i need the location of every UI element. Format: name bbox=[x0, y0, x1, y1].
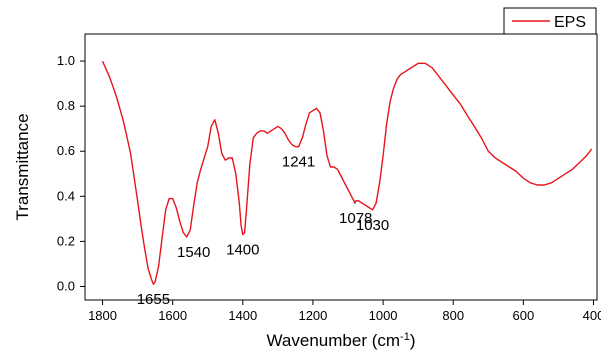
x-tick-label-600: 600 bbox=[513, 308, 535, 323]
y-axis-ticks: 0.0 0.2 0.4 0.6 0.8 1.0 bbox=[57, 53, 85, 293]
y-tick-label-3: 0.6 bbox=[57, 143, 75, 158]
peak-label-1078: 1078 bbox=[339, 210, 372, 227]
x-tick-label-400: 400 bbox=[583, 308, 601, 323]
x-tick-label-1800: 1800 bbox=[88, 308, 117, 323]
x-tick-label-1200: 1200 bbox=[298, 308, 327, 323]
y-axis-label: Transmittance bbox=[13, 113, 32, 220]
peak-label-1540: 1540 bbox=[177, 244, 210, 261]
x-axis-label-main: Wavenumber (cm bbox=[267, 331, 401, 350]
peak-label-1030: 1030 bbox=[356, 217, 389, 234]
x-tick-label-1400: 1400 bbox=[228, 308, 257, 323]
y-tick-label-0: 0.0 bbox=[57, 278, 75, 293]
x-axis-label: Wavenumber (cm-1) bbox=[267, 331, 416, 350]
series-layer bbox=[101, 60, 593, 285]
legend: EPS bbox=[503, 7, 597, 35]
peak-label-1241: 1241 bbox=[282, 154, 315, 171]
peak-label-1400: 1400 bbox=[226, 242, 259, 259]
peak-label-1655: 1655 bbox=[137, 291, 170, 308]
x-axis-ticks: 1800 1600 1400 1200 1000 800 600 400 bbox=[88, 300, 601, 323]
x-tick-label-800: 800 bbox=[442, 308, 464, 323]
series-line-eps bbox=[101, 60, 593, 285]
y-tick-label-4: 0.8 bbox=[57, 98, 75, 113]
x-tick-label-1000: 1000 bbox=[369, 308, 398, 323]
y-tick-label-1: 0.2 bbox=[57, 233, 75, 248]
y-tick-label-2: 0.4 bbox=[57, 188, 75, 203]
y-tick-label-5: 1.0 bbox=[57, 53, 75, 68]
x-axis-label-superscript: -1 bbox=[400, 331, 410, 343]
x-tick-label-1600: 1600 bbox=[158, 308, 187, 323]
plot-frame bbox=[84, 33, 598, 301]
x-axis-label-suffix: ) bbox=[410, 331, 416, 350]
legend-label-eps: EPS bbox=[554, 14, 586, 31]
